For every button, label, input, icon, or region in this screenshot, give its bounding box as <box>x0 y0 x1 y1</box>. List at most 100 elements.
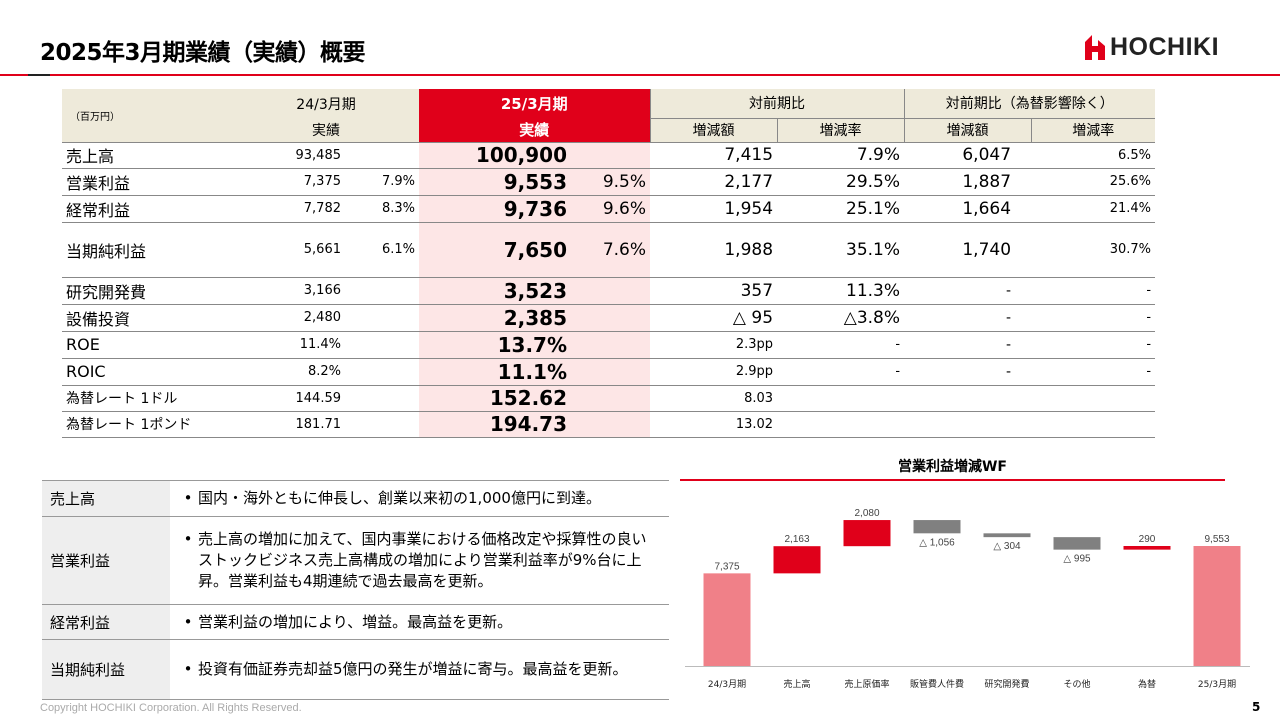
curr-value: 13.7% <box>419 331 568 359</box>
table-row: 売上高 93,485 100,900 7,415 7.9% 6,047 6.5% <box>62 142 1156 169</box>
data-label: △ 304 <box>993 541 1021 552</box>
data-label: 7,375 <box>714 561 739 572</box>
curr-pct: 9.6% <box>567 195 651 223</box>
diff: 8.03 <box>650 385 778 412</box>
chart-title-divider <box>680 479 1225 481</box>
summary-text: 国内・海外ともに伸長し、創業以来初の1,000億円に到達。 <box>198 489 601 507</box>
category-label: 25/3月期 <box>1198 679 1236 690</box>
rate: △3.8% <box>777 304 905 332</box>
curr-value: 194.73 <box>419 411 568 438</box>
col-yoy-fx: 対前期比（為替影響除く） <box>903 89 1156 119</box>
page-number: 5 <box>1252 700 1261 714</box>
diff-fx: - <box>904 277 1032 305</box>
summary-row: 売上高 • 国内・海外ともに伸長し、創業以来初の1,000億円に到達。 <box>42 480 669 517</box>
diff: 1,988 <box>650 222 778 278</box>
prev-pct: 6.1% <box>341 222 420 278</box>
bullet-icon: • <box>183 530 193 548</box>
diff: 357 <box>650 277 778 305</box>
curr-value: 152.62 <box>419 385 568 412</box>
company-logo: HOCHIKI <box>1084 33 1254 61</box>
diff: △ 95 <box>650 304 778 332</box>
prev-value: 7,782 <box>233 195 341 223</box>
prev-value: 144.59 <box>233 385 341 412</box>
sub-rate-fx: 増減率 <box>1030 118 1156 143</box>
summary-key: 営業利益 <box>42 516 170 605</box>
prev-value: 2,480 <box>233 304 341 332</box>
prev-pct: 8.3% <box>341 195 420 223</box>
rate <box>777 385 905 412</box>
summary-key: 経常利益 <box>42 604 170 640</box>
row-label: 為替レート 1ポンド <box>62 411 233 438</box>
waterfall-bar <box>1123 546 1171 550</box>
rate-fx: - <box>1031 331 1156 359</box>
curr-pct <box>567 277 651 305</box>
waterfall-bar <box>983 533 1031 538</box>
col-prev-label: 実績 <box>233 118 420 143</box>
summary-row: 当期純利益 • 投資有価証券売却益5億円の発生が増益に寄与。最高益を更新。 <box>42 639 669 700</box>
prev-value: 7,375 <box>233 168 341 196</box>
waterfall-bar <box>1193 546 1241 666</box>
rate-fx: 30.7% <box>1031 222 1156 278</box>
prev-pct <box>341 331 420 359</box>
table-row: 研究開発費 3,166 3,523 357 11.3% - - <box>62 277 1156 305</box>
rate: 11.3% <box>777 277 905 305</box>
diff: 2.9pp <box>650 358 778 386</box>
diff-fx <box>904 385 1032 412</box>
rate-fx: - <box>1031 304 1156 332</box>
chart-title: 営業利益増減WF <box>897 459 1007 475</box>
curr-pct: 7.6% <box>567 222 651 278</box>
rate-fx: - <box>1031 277 1156 305</box>
diff: 2,177 <box>650 168 778 196</box>
data-label: △ 995 <box>1063 554 1091 565</box>
page-title: 2025年3月期業績（実績）概要 <box>40 40 366 66</box>
category-label: 24/3月期 <box>708 679 746 690</box>
rate: 7.9% <box>777 142 905 169</box>
summary-table: 売上高 • 国内・海外ともに伸長し、創業以来初の1,000億円に到達。 営業利益 … <box>42 480 669 700</box>
title-divider <box>0 74 1280 76</box>
prev-value: 8.2% <box>233 358 341 386</box>
data-label: 9,553 <box>1204 534 1229 545</box>
rate: 25.1% <box>777 195 905 223</box>
curr-value: 3,523 <box>419 277 568 305</box>
row-label: 当期純利益 <box>62 222 233 278</box>
prev-pct <box>341 385 420 412</box>
curr-value: 2,385 <box>419 304 568 332</box>
logo-text: HOCHIKI <box>1110 32 1220 61</box>
row-label: 研究開発費 <box>62 277 233 305</box>
rate: 29.5% <box>777 168 905 196</box>
col-prev-period: 24/3月期 <box>233 89 420 118</box>
curr-value: 9,736 <box>419 195 568 223</box>
category-label: 為替 <box>1138 678 1156 690</box>
title-divider-accent <box>28 74 50 76</box>
category-label: 研究開発費 <box>984 678 1029 690</box>
prev-value: 5,661 <box>233 222 341 278</box>
table-row: ROE 11.4% 13.7% 2.3pp - - - <box>62 331 1156 359</box>
col-yoy: 対前期比 <box>649 89 905 119</box>
rate-fx: 6.5% <box>1031 142 1156 169</box>
curr-value: 7,650 <box>419 222 568 278</box>
diff-fx <box>904 411 1032 438</box>
curr-pct <box>567 411 651 438</box>
unit-label: （百万円） <box>62 89 233 143</box>
prev-pct <box>341 142 420 169</box>
diff-fx: 1,664 <box>904 195 1032 223</box>
row-label: ROIC <box>62 358 233 386</box>
rate-fx <box>1031 411 1156 438</box>
data-label: 2,080 <box>854 508 879 519</box>
data-label: 2,163 <box>784 534 809 545</box>
prev-pct: 7.9% <box>341 168 420 196</box>
category-label: その他 <box>1063 678 1090 690</box>
prev-value: 11.4% <box>233 331 341 359</box>
curr-pct <box>567 142 651 169</box>
diff-fx: - <box>904 304 1032 332</box>
table-row: 為替レート 1ドル 144.59 152.62 8.03 <box>62 385 1156 412</box>
col-curr-period: 25/3月期 <box>419 89 651 118</box>
curr-pct <box>567 385 651 412</box>
prev-pct <box>341 304 420 332</box>
table-row: 経常利益 7,782 8.3% 9,736 9.6% 1,954 25.1% 1… <box>62 195 1156 223</box>
curr-pct <box>567 304 651 332</box>
diff-fx: - <box>904 331 1032 359</box>
category-label: 販管費人件費 <box>910 678 964 690</box>
diff: 7,415 <box>650 142 778 169</box>
summary-text: 投資有価証券売却益5億円の発生が増益に寄与。最高益を更新。 <box>198 660 628 678</box>
